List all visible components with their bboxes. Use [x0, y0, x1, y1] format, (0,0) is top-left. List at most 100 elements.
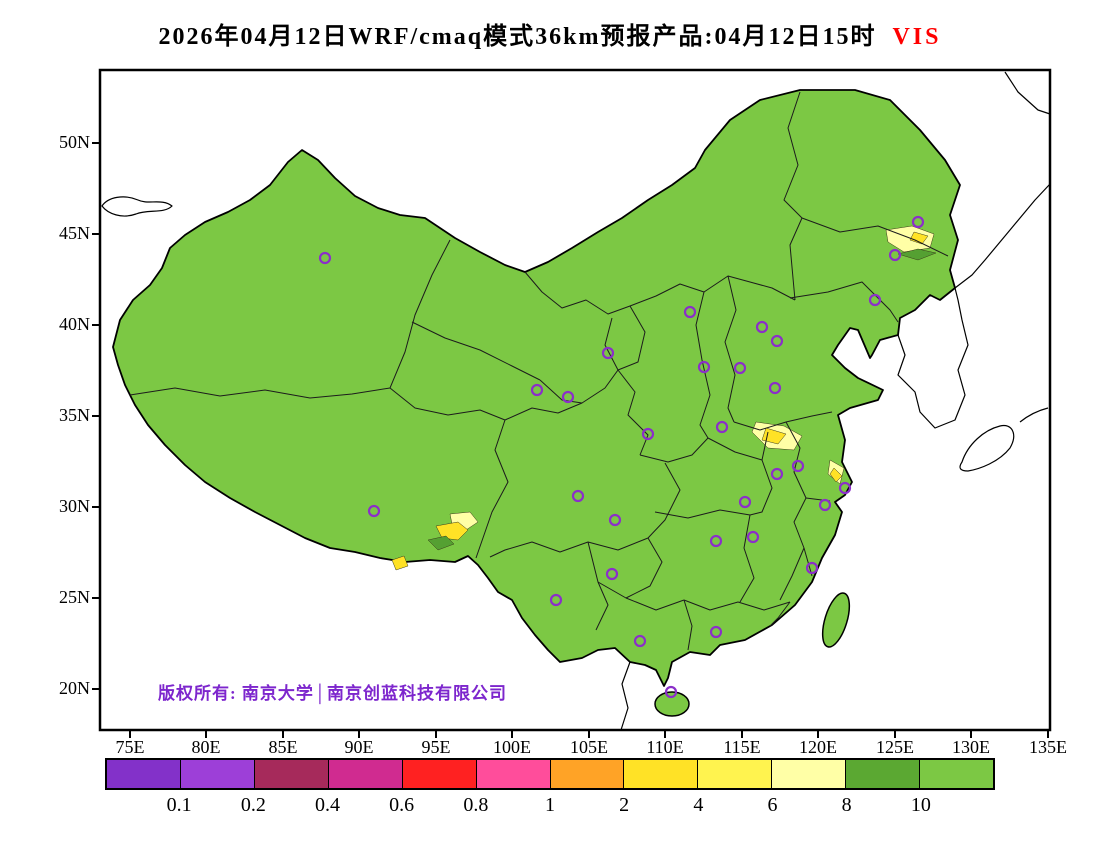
colorbar-segment [549, 760, 624, 788]
station-marker [633, 634, 647, 648]
station-marker [738, 495, 752, 509]
colorbar-segment [623, 760, 698, 788]
station-marker [768, 381, 782, 395]
hainan-island [654, 691, 690, 717]
station-marker [683, 305, 697, 319]
visibility-patch [909, 231, 929, 245]
lon-label: 95E [421, 737, 451, 757]
visibility-patch [427, 535, 455, 551]
colorbar-segment [401, 760, 476, 788]
station-marker [838, 481, 852, 495]
colorbar-segment [107, 760, 180, 788]
station-marker [755, 320, 769, 334]
colorbar-tick-label: 0.4 [315, 794, 340, 816]
station-marker [367, 504, 381, 518]
station-marker [746, 530, 760, 544]
visibility-patch [435, 521, 469, 541]
lon-label: 130E [952, 737, 990, 757]
station-marker [530, 383, 544, 397]
lon-label: 110E [646, 737, 684, 757]
colorbar-tick-label: 6 [767, 794, 778, 816]
lon-label: 90E [344, 737, 374, 757]
colorbar-tick-label: 1 [545, 794, 555, 816]
lon-label: 115E [723, 737, 761, 757]
colorbar-segment [697, 760, 772, 788]
station-marker [549, 593, 563, 607]
colorbar-tick-label: 0.2 [240, 794, 266, 816]
title-variable: VIS [892, 24, 942, 50]
visibility-patch [391, 555, 409, 571]
station-marker [709, 534, 723, 548]
station-marker [608, 513, 622, 527]
station-marker [715, 420, 729, 434]
lat-label: 35N [59, 405, 90, 425]
lat-label: 30N [59, 496, 90, 516]
china-region [112, 89, 961, 687]
colorbar-segment [771, 760, 846, 788]
station-marker [888, 248, 902, 262]
lon-label: 105E [570, 737, 608, 757]
japan-outline [959, 424, 1015, 472]
station-marker [318, 251, 332, 265]
colorbar-tick-label: 4 [693, 794, 704, 816]
lat-label: 25N [59, 587, 90, 607]
lat-label: 40N [59, 314, 90, 334]
lake-balkhash [101, 196, 173, 217]
lat-label: 20N [59, 678, 90, 698]
station-marker [791, 459, 805, 473]
russia-coastline [954, 183, 1051, 289]
station-marker [601, 346, 615, 360]
vietnam-coastline [620, 661, 631, 731]
map-canvas [92, 68, 1052, 738]
honshu-coastline [1019, 407, 1049, 423]
station-marker [561, 390, 575, 404]
station-marker [733, 361, 747, 375]
visibility-patch [829, 467, 843, 483]
lon-label: 120E [799, 737, 837, 757]
colorbar-tick-label: 0.8 [463, 794, 489, 816]
station-marker [868, 293, 882, 307]
colorbar-tick-label: 8 [841, 794, 852, 816]
colorbar-tick-label: 0.1 [166, 794, 192, 816]
axis-ticks [92, 142, 1049, 738]
station-marker [818, 498, 832, 512]
lon-label: 135E [1029, 737, 1067, 757]
station-marker [805, 561, 819, 575]
lon-label: 125E [876, 737, 914, 757]
station-marker [770, 467, 784, 481]
colorbar-tick-label: 2 [619, 794, 630, 816]
lon-label: 75E [115, 737, 145, 757]
station-markers [318, 215, 925, 699]
map-frame [98, 68, 1052, 732]
station-marker [605, 567, 619, 581]
visibility-patch [885, 225, 935, 253]
lon-label: 100E [493, 737, 531, 757]
japan-island-icon [983, 477, 990, 484]
okhotsk-coastline [1004, 71, 1051, 115]
station-marker [664, 685, 678, 699]
station-marker [641, 427, 655, 441]
colorbar-segment [919, 760, 994, 788]
lat-label: 50N [59, 132, 90, 152]
lon-label: 85E [268, 737, 298, 757]
station-marker [571, 489, 585, 503]
colorbar-segment [327, 760, 402, 788]
station-marker [697, 360, 711, 374]
taiwan-island [821, 592, 851, 648]
colorbar-tick-label: 10 [910, 794, 931, 816]
copyright-text: 版权所有: 南京大学│南京创蓝科技有限公司 [158, 684, 507, 703]
colorbar-segment [845, 760, 920, 788]
colorbar-legend [105, 758, 995, 790]
station-marker [911, 215, 925, 229]
colorbar-segment [179, 760, 254, 788]
title-text: 2026年04月12日WRF/cmaq模式36km预报产品:04月12日15时 [158, 24, 877, 50]
visibility-patch [897, 248, 937, 261]
neighbor-coastlines [101, 71, 1051, 731]
colorbar-tick-label: 0.6 [389, 794, 415, 816]
korea-outline [897, 287, 969, 429]
lat-label: 45N [59, 223, 90, 243]
province-boundaries [129, 91, 949, 651]
lon-label: 80E [191, 737, 221, 757]
colorbar-segment [253, 760, 328, 788]
